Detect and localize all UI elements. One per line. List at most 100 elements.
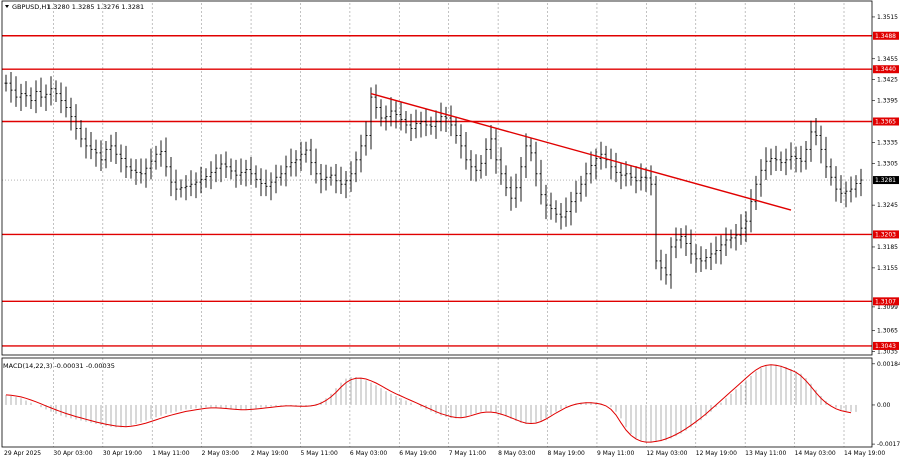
chart-title-symbol: GBPUSD,H1	[12, 3, 50, 11]
price-tick-label: 1.3305	[877, 160, 898, 167]
price-bar	[689, 229, 693, 264]
price-bar	[849, 176, 853, 203]
price-bar	[99, 140, 103, 171]
price-bar	[219, 154, 223, 183]
price-bar	[519, 157, 523, 202]
price-bar	[244, 159, 248, 187]
price-bar	[174, 169, 178, 201]
price-bar	[109, 134, 113, 162]
price-bar	[209, 161, 213, 190]
price-bar	[804, 141, 808, 170]
trend-line	[370, 92, 792, 211]
price-bar	[349, 161, 353, 192]
time-tick-label: 1 May 11:00	[152, 450, 190, 457]
price-bar	[719, 235, 723, 265]
price-tick-label: 1.3425	[877, 77, 898, 84]
time-tick-label: 8 May 03:00	[498, 450, 536, 457]
price-bar	[679, 228, 683, 249]
price-tick-label: 1.3099	[877, 304, 898, 311]
time-tick-label: 30 Apr 03:00	[53, 450, 92, 457]
price-tick-label: 1.3395	[877, 98, 898, 105]
price-bar	[124, 145, 128, 178]
price-bar	[459, 124, 463, 159]
current-price-badge-label: 1.3281	[875, 177, 896, 184]
price-bar	[854, 175, 858, 198]
level-badge	[873, 230, 899, 239]
price-bar	[239, 158, 243, 185]
price-bar	[19, 83, 23, 112]
price-bar	[159, 140, 163, 167]
price-bar	[559, 203, 563, 230]
price-bar	[744, 211, 748, 243]
price-bar	[114, 131, 118, 165]
price-bar	[359, 134, 363, 173]
price-bar	[134, 159, 138, 185]
price-bar	[584, 162, 588, 197]
macd-histogram	[5, 364, 857, 443]
price-bar	[454, 116, 458, 144]
price-bar	[699, 246, 703, 273]
price-bar	[534, 141, 538, 187]
price-bar	[39, 77, 43, 107]
price-bar	[439, 102, 443, 132]
price-bar	[694, 244, 698, 273]
time-tick-label: 7 May 11:00	[449, 450, 487, 457]
price-bar	[494, 129, 498, 174]
price-bar	[14, 76, 18, 107]
price-bar	[544, 184, 548, 220]
price-bar	[824, 136, 828, 178]
time-tick-label: 6 May 19:00	[399, 450, 437, 457]
level-badge	[873, 341, 899, 350]
price-bar	[119, 144, 123, 173]
price-bar	[779, 151, 783, 171]
price-bar	[59, 82, 63, 114]
price-bar	[409, 113, 413, 142]
price-bar	[609, 148, 613, 180]
chart-menu-arrow-icon[interactable]	[5, 5, 9, 8]
level-badge-label: 1.3043	[875, 343, 896, 350]
price-bar	[304, 141, 308, 163]
price-bar	[294, 150, 298, 177]
price-bar	[314, 148, 318, 184]
price-bar	[709, 242, 713, 270]
price-bar	[424, 108, 428, 137]
time-tick-label: 12 May 19:00	[696, 450, 737, 457]
price-bar	[479, 154, 483, 179]
level-badge	[873, 31, 899, 40]
level-badge-label: 1.3488	[875, 33, 896, 40]
price-bar	[309, 138, 313, 176]
level-badge-label: 1.3365	[875, 118, 896, 125]
price-bar	[859, 168, 863, 197]
price-bar	[844, 181, 848, 208]
macd-tick-label: 0.00	[877, 402, 891, 409]
price-bar	[529, 137, 533, 162]
price-tick-label: 1.3155	[877, 265, 898, 272]
price-bar	[389, 97, 393, 127]
price-bar	[834, 166, 838, 202]
price-bar	[4, 74, 8, 92]
price-bar	[444, 106, 448, 132]
level-badge	[873, 117, 899, 126]
price-bar	[179, 179, 183, 198]
price-bar	[199, 166, 203, 194]
price-bar	[289, 148, 293, 177]
price-bar	[84, 127, 88, 159]
macd-axis-ticks: 0.00184 0.00 -0.00175	[872, 361, 900, 448]
price-bar	[399, 101, 403, 131]
current-price-badge	[873, 176, 899, 185]
price-panel-frame	[1, 0, 873, 356]
price-bar	[729, 229, 733, 249]
time-tick-label: 5 May 11:00	[300, 450, 338, 457]
price-bar	[614, 152, 618, 183]
price-bar	[714, 236, 718, 264]
panel-frames	[1, 0, 873, 448]
price-bar	[339, 166, 343, 194]
time-tick-label: 6 May 03:00	[350, 450, 388, 457]
time-tick-label: 29 Apr 2025	[4, 450, 41, 457]
price-bar	[259, 168, 263, 197]
macd-tick-label: -0.00175	[877, 441, 900, 448]
price-bar	[234, 159, 238, 188]
price-bar	[284, 155, 288, 187]
price-bar	[759, 159, 763, 197]
